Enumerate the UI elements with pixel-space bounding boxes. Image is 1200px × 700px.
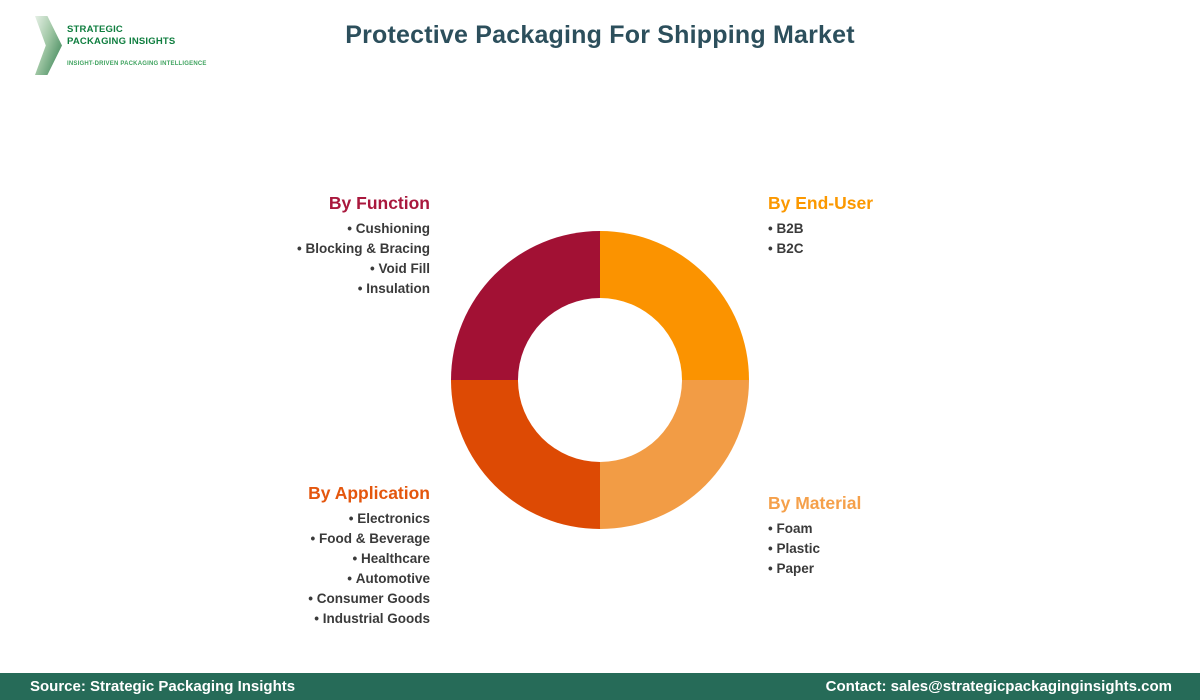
brand-name-line2: PACKAGING INSIGHTS	[67, 36, 176, 47]
list-item: Cushioning	[130, 219, 430, 239]
footer-contact: Contact: sales@strategicpackaginginsight…	[825, 678, 1172, 695]
section-heading-by-application: By Application	[308, 483, 430, 503]
section-by-end-user: By End-User B2B B2C	[768, 192, 1068, 259]
footer-source: Source: Strategic Packaging Insights	[30, 678, 296, 695]
section-by-application: By Application Electronics Food & Bevera…	[130, 482, 430, 629]
section-items-by-material: Foam Plastic Paper	[768, 519, 1068, 579]
section-heading-by-function: By Function	[328, 193, 430, 213]
brand-logo: STRATEGIC PACKAGING INSIGHTS INSIGHT-DRI…	[0, 0, 260, 90]
section-heading-by-material: By Material	[768, 493, 862, 513]
list-item: Industrial Goods	[130, 609, 430, 629]
section-by-material: By Material Foam Plastic Paper	[768, 492, 1068, 579]
list-item: Blocking & Bracing	[130, 239, 430, 259]
donut-chart	[451, 231, 749, 529]
list-item: Consumer Goods	[130, 589, 430, 609]
list-item: Plastic	[768, 539, 1068, 559]
list-item: Healthcare	[130, 549, 430, 569]
list-item: Automotive	[130, 569, 430, 589]
brand-name-line1: STRATEGIC	[67, 24, 123, 35]
donut-hole	[518, 298, 682, 462]
section-items-by-function: Cushioning Blocking & Bracing Void Fill …	[130, 219, 430, 299]
brand-logo-text: STRATEGIC PACKAGING INSIGHTS INSIGHT-DRI…	[67, 24, 207, 67]
list-item: Paper	[768, 559, 1068, 579]
section-items-by-application: Electronics Food & Beverage Healthcare A…	[130, 509, 430, 629]
list-item: Void Fill	[130, 259, 431, 279]
section-items-by-end-user: B2B B2C	[768, 219, 1068, 259]
section-heading-by-end-user: By End-User	[768, 193, 874, 213]
list-item: B2C	[768, 239, 1068, 259]
section-by-function: By Function Cushioning Blocking & Bracin…	[130, 192, 430, 299]
list-item: Food & Beverage	[130, 529, 430, 549]
list-item: Insulation	[130, 279, 430, 299]
footer-bar: Source: Strategic Packaging Insights Con…	[0, 673, 1200, 700]
list-item: Foam	[768, 519, 1068, 539]
list-item: Electronics	[130, 509, 430, 529]
brand-tagline: INSIGHT-DRIVEN PACKAGING INTELLIGENCE	[67, 61, 207, 67]
page-title: Protective Packaging For Shipping Market	[345, 21, 855, 49]
list-item: B2B	[768, 219, 1068, 239]
